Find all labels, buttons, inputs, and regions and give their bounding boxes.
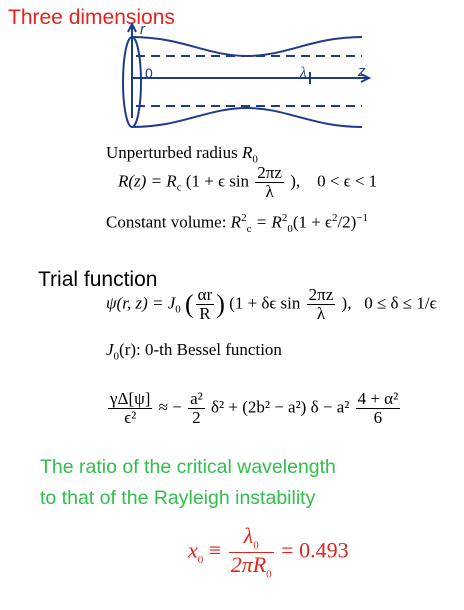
r-axis-arrow	[127, 21, 137, 33]
surface-bottom	[131, 106, 363, 128]
result-equation: x0 ≡ λ0 2πR0 = 0.493	[188, 523, 349, 581]
ratio-line-2: to that of the Rayleigh instability	[40, 487, 316, 509]
trial-function-heading: Trial function	[38, 268, 158, 291]
lambda-label: λ	[299, 65, 307, 81]
radius-equation: R(z) = Rc (1 + ϵ sin 2πz λ ), 0 < ϵ < 1	[118, 163, 378, 201]
origin-label: 0	[145, 65, 153, 81]
cylinder-diagram: r 0 λ z	[122, 21, 372, 128]
ratio-line-1: The ratio of the critical wavelength	[40, 456, 336, 478]
surface-top	[131, 36, 363, 58]
z-axis-arrow	[360, 73, 372, 83]
trial-equation: ψ(r, z) = J0 (αr R) (1 + δϵ sin 2πz λ ), 0…	[106, 285, 437, 323]
unperturbed-line: Unperturbed radius R0	[106, 143, 258, 166]
bessel-note: J0(r): 0-th Bessel function	[106, 340, 282, 363]
volume-equation: Constant volume: R2c = R20(1 + ϵ2/2)−1	[106, 212, 369, 236]
energy-equation: γΔ[ψ] ϵ² ≈ − a² 2 δ² + (2b² − a²) δ − a² 4…	[108, 389, 401, 427]
axis-r-label: r	[140, 21, 146, 38]
axis-z-label: z	[357, 63, 366, 80]
page-title: Three dimensions	[8, 6, 175, 29]
